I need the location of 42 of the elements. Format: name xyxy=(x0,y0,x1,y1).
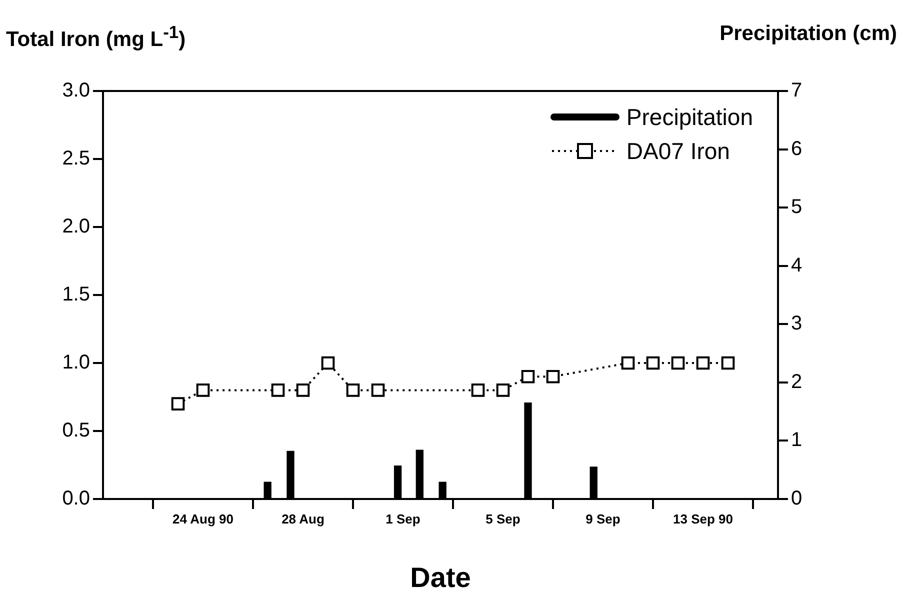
x-tick-label: 28 Aug xyxy=(282,511,324,526)
y2-axis-title: Precipitation (cm) xyxy=(720,22,897,46)
y2-tick-label: 6 xyxy=(791,138,802,160)
x-tick-label: 24 Aug 90 xyxy=(172,511,234,526)
y2-tick-label: 3 xyxy=(791,312,802,335)
point xyxy=(296,384,310,397)
point xyxy=(696,356,710,370)
y2-tick-label: 5 xyxy=(791,196,802,218)
point xyxy=(521,370,535,384)
point xyxy=(271,384,285,397)
point xyxy=(621,356,635,370)
point xyxy=(171,397,185,410)
y2-tick-label: 2 xyxy=(791,370,802,393)
point xyxy=(371,384,385,397)
point xyxy=(721,356,735,370)
point xyxy=(646,356,660,370)
point xyxy=(196,384,210,397)
y-tick-label: 2.5 xyxy=(62,148,90,170)
point xyxy=(671,356,685,370)
point xyxy=(496,384,510,397)
y2-tick-label: 1 xyxy=(791,429,802,452)
y2-tick-label: 7 xyxy=(791,80,802,102)
x-tick-label: 13 Sep 90 xyxy=(673,511,733,526)
y-tick-label: 1.5 xyxy=(62,284,90,306)
y-tick-label: 3.0 xyxy=(62,80,90,102)
legend-label: Precipitation xyxy=(626,104,753,130)
point xyxy=(346,384,360,397)
y2-tick-label: 4 xyxy=(791,254,802,276)
y-tick-label: 0.5 xyxy=(62,420,90,442)
x-tick-label: 1 Sep xyxy=(386,511,420,526)
y-tick-label: 0.0 xyxy=(62,488,90,510)
y-tick-label: 1.0 xyxy=(62,352,90,374)
legend-label: DA07 Iron xyxy=(626,138,730,164)
point xyxy=(546,370,560,384)
point xyxy=(471,384,485,397)
point xyxy=(321,356,335,370)
x-tick-label: 5 Sep xyxy=(486,511,520,526)
x-axis-title: Date xyxy=(410,562,471,593)
y-axis-title: Total Iron (mg L$^{-1}$) xyxy=(6,22,186,52)
y-tick-label: 2.0 xyxy=(62,216,90,238)
y2-tick-label: 0 xyxy=(791,488,802,510)
x-tick-label: 9 Sep xyxy=(586,511,620,526)
